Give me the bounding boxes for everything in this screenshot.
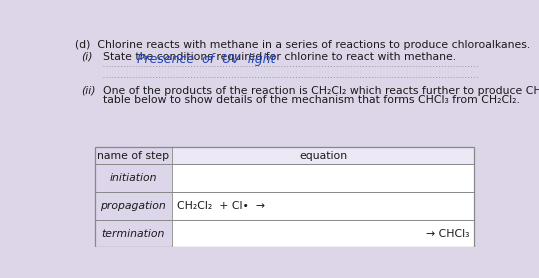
Bar <box>94 147 474 247</box>
Text: initiation: initiation <box>109 173 157 183</box>
Text: (i): (i) <box>81 52 93 62</box>
Text: name of step: name of step <box>97 151 169 161</box>
Text: State the conditions required for chlorine to react with methane.: State the conditions required for chlori… <box>103 52 456 62</box>
Text: propagation: propagation <box>100 201 166 211</box>
Text: CH₂Cl₂  + Cl•  →: CH₂Cl₂ + Cl• → <box>177 201 265 211</box>
Text: termination: termination <box>101 229 165 239</box>
Text: equation: equation <box>299 151 347 161</box>
Bar <box>94 147 474 247</box>
Bar <box>94 192 172 220</box>
Text: → CHCl₃: → CHCl₃ <box>426 229 469 239</box>
Bar <box>172 147 474 164</box>
Bar <box>172 192 474 220</box>
Bar <box>94 164 172 192</box>
Text: Presence  of  UV  light: Presence of UV light <box>137 53 275 66</box>
Bar <box>172 164 474 192</box>
Bar <box>94 147 172 164</box>
Text: (ii): (ii) <box>81 86 96 96</box>
Text: table below to show details of the mechanism that forms CHCl₃ from CH₂Cl₂.: table below to show details of the mecha… <box>103 95 520 105</box>
Text: One of the products of the reaction is CH₂Cl₂ which reacts further to produce CH: One of the products of the reaction is C… <box>103 86 539 96</box>
Text: (d)  Chlorine reacts with methane in a series of reactions to produce chloroalka: (d) Chlorine reacts with methane in a se… <box>75 39 530 49</box>
Bar <box>94 220 172 247</box>
Bar <box>172 220 474 247</box>
